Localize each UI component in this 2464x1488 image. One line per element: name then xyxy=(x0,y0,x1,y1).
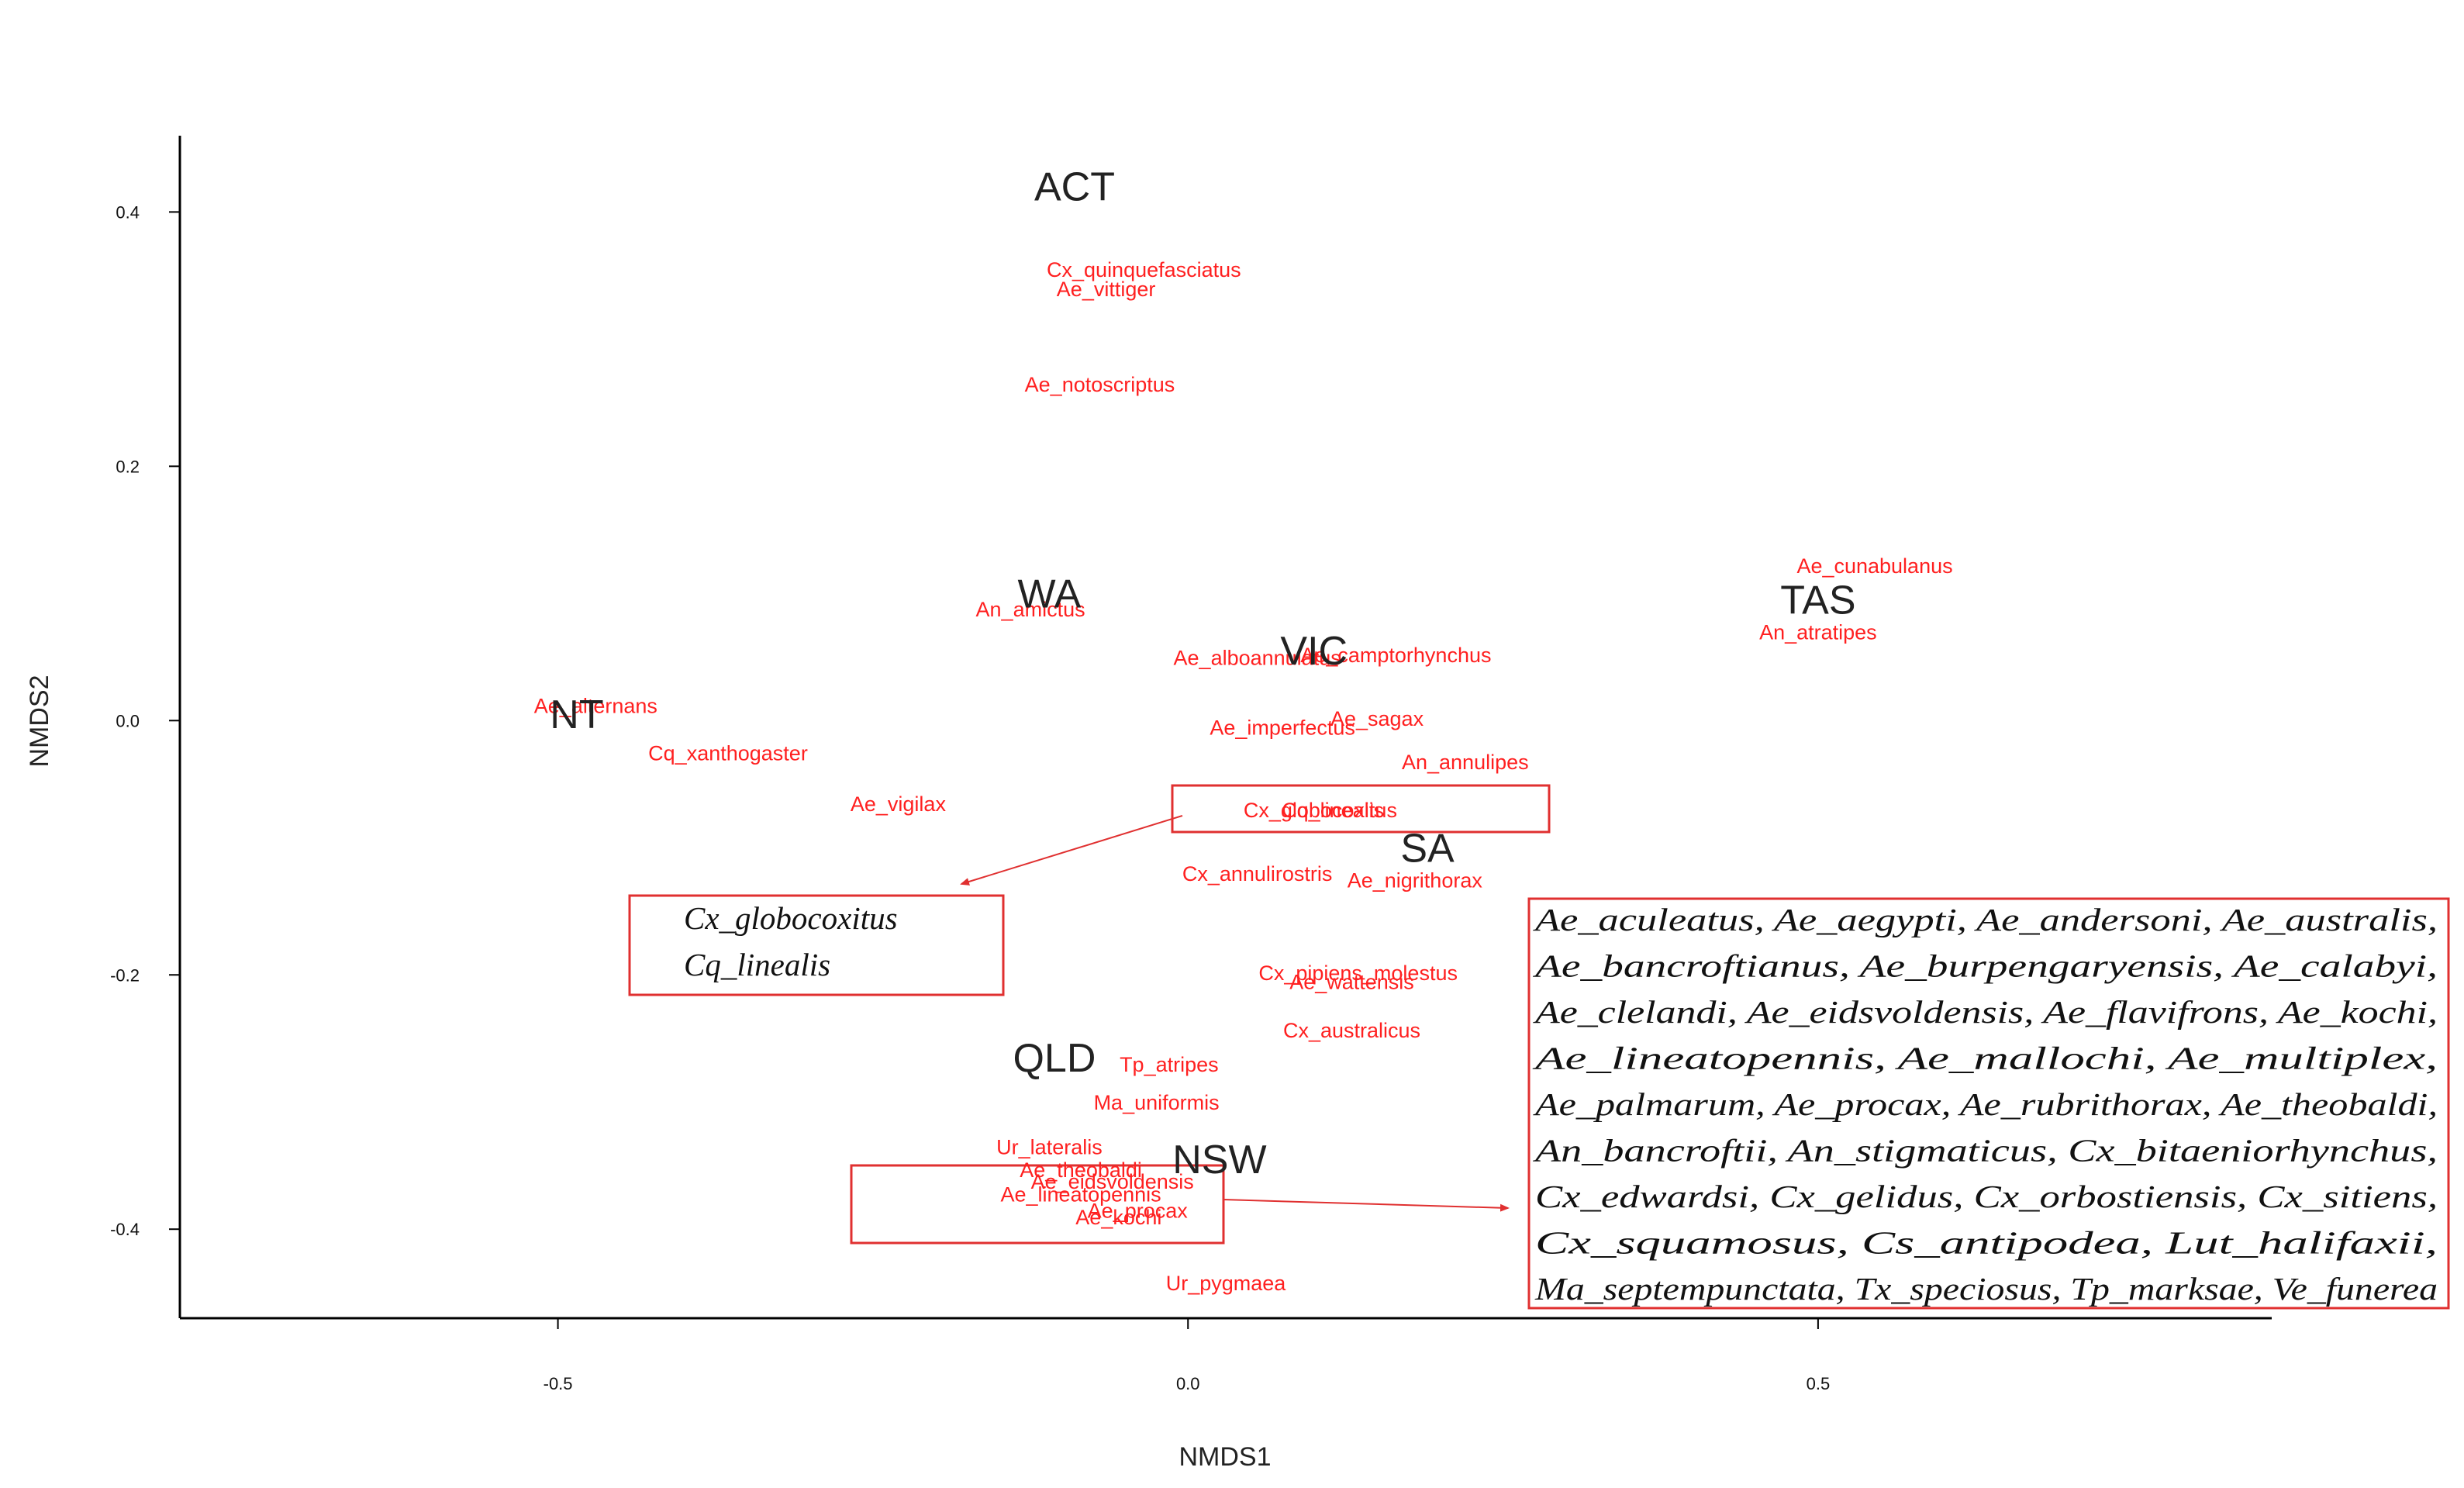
species-label: Ae_wattensis xyxy=(1289,970,1414,993)
region-label: VIC xyxy=(1280,629,1348,674)
legend-line: Ma_septempunctata, Tx_speciosus, Tp_mark… xyxy=(1534,1271,2438,1307)
legend-line: Cx_edwardsi, Cx_gelidus, Cx_orbostiensis… xyxy=(1535,1179,2438,1214)
species-label: Ae_camptorhynchus xyxy=(1300,644,1491,667)
species-label: Ae_nigrithorax xyxy=(1348,868,1483,892)
legend-line: Ae_aculeatus, Ae_aegypti, Ae_andersoni, … xyxy=(1532,902,2438,937)
legend-box-large xyxy=(1527,897,2450,1310)
species-label: Cq_linealis xyxy=(1282,799,1384,822)
region-label: NT xyxy=(550,692,603,737)
legend-line: Cx_globocoxitus xyxy=(684,900,898,936)
species-label: Ae_lineatopennis xyxy=(1001,1182,1161,1206)
x-tick-label: 0.5 xyxy=(1807,1374,1831,1393)
species-label: Ae_notoscriptus xyxy=(1025,373,1175,396)
cluster-box-small xyxy=(1171,784,1551,834)
y-tick-label: -0.4 xyxy=(110,1220,140,1239)
species-label: Ae_imperfectus xyxy=(1210,716,1355,740)
legend-line: Ae_bancroftianus, Ae_burpengaryensis, Ae… xyxy=(1532,948,2438,984)
species-label: Cx_australicus xyxy=(1283,1019,1420,1042)
legend-boxes: Cx_globocoxitus Cq_linealis Ae_aculeatus, … xyxy=(628,894,2450,1310)
species-label: Cx_pipiens_molestus xyxy=(1258,962,1458,985)
species-label: Ur_pygmaea xyxy=(1166,1272,1287,1295)
species-label: An_annulipes xyxy=(1402,751,1529,774)
species-label: Ae_vittiger xyxy=(1057,278,1156,301)
legend-line: Cx_squamosus, Cs_antipodea, Lut_halifaxi… xyxy=(1535,1225,2438,1261)
species-label: Ae_kochi xyxy=(1075,1206,1161,1229)
species-label: Ae_eidsvoldensis xyxy=(1031,1170,1194,1193)
axis-ticks: -0.5 0.0 0.5 -0.4 -0.2 0.0 0.2 0.4 xyxy=(110,202,1830,1393)
species-label: Ae_vigilax xyxy=(851,792,947,816)
species-label: Cx_annulirostris xyxy=(1182,862,1333,886)
species-label: Ma_uniformis xyxy=(1094,1091,1220,1114)
cluster-box-large xyxy=(850,1164,1225,1245)
species-label: An_amictus xyxy=(976,598,1085,621)
species-label: An_atratipes xyxy=(1759,621,1877,644)
species-label: Ae_alternans xyxy=(534,695,657,718)
species-label: Ae_theobaldi xyxy=(1020,1158,1142,1182)
highlight-boxes xyxy=(850,784,1551,1245)
plot-axes xyxy=(178,136,2272,1320)
region-label: ACT xyxy=(1034,165,1115,210)
species-label: Cx_quinquefasciatus xyxy=(1047,258,1241,281)
y-tick-label: 0.0 xyxy=(116,711,140,730)
legend-box-small xyxy=(628,894,1005,996)
arrow-to-large-legend xyxy=(1223,1199,1510,1212)
legend-line: An_bancroftii, An_stigmaticus, Cx_bitaen… xyxy=(1532,1133,2438,1169)
x-axis-title: NMDS1 xyxy=(1179,1442,1271,1472)
species-label: Ae_procax xyxy=(1088,1200,1189,1223)
x-tick-label: 0.0 xyxy=(1176,1374,1200,1393)
x-tick-label: -0.5 xyxy=(544,1374,573,1393)
y-tick-label: -0.2 xyxy=(110,965,140,985)
region-label: SA xyxy=(1400,826,1455,871)
region-label: TAS xyxy=(1780,578,1855,623)
legend-line: Ae_palmarum, Ae_procax, Ae_rubrithorax, … xyxy=(1532,1086,2438,1122)
species-label: Ae_cunabulanus xyxy=(1796,554,1952,578)
species-label: Tp_atripes xyxy=(1120,1053,1219,1076)
y-axis-title: NMDS2 xyxy=(25,675,54,767)
legend-line: Ae_lineatopennis, Ae_mallochi, Ae_multip… xyxy=(1531,1041,2438,1076)
region-label: NSW xyxy=(1172,1138,1266,1182)
species-label: Cx_globocoxitus xyxy=(1244,799,1397,822)
region-label: WA xyxy=(1018,571,1082,616)
legend-line: Cq_linealis xyxy=(684,947,830,982)
region-labels: ACT WA VIC TAS NT SA QLD NSW xyxy=(550,165,1855,1182)
species-label: Ae_sagax xyxy=(1330,707,1424,730)
species-label: Ae_alboannulatus xyxy=(1174,646,1341,669)
y-tick-label: 0.2 xyxy=(116,457,140,476)
y-tick-label: 0.4 xyxy=(116,202,140,222)
arrow-to-small-legend xyxy=(960,815,1183,886)
legend-line: Ae_clelandi, Ae_eidsvoldensis, Ae_flavif… xyxy=(1532,994,2438,1030)
species-label: Cq_xanthogaster xyxy=(648,741,808,765)
species-label: Ur_lateralis xyxy=(996,1136,1103,1159)
region-label: QLD xyxy=(1013,1036,1096,1081)
